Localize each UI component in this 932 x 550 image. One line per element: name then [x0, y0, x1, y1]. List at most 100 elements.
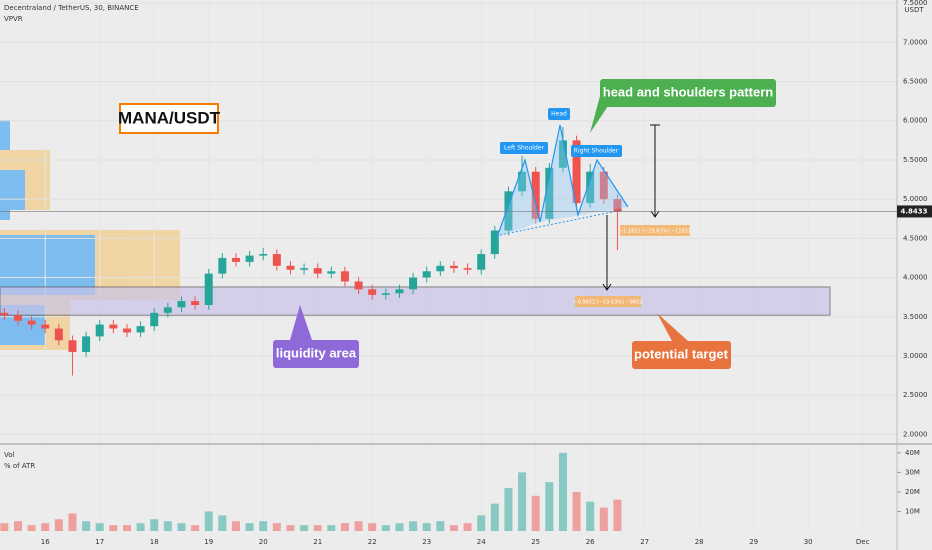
volume-bar [327, 525, 336, 531]
x-tick-label: 18 [150, 538, 159, 546]
candle-body [531, 171, 540, 219]
candle-body [259, 254, 268, 256]
candle-body [218, 257, 227, 274]
volume-bar [531, 495, 540, 531]
volume-bar [409, 521, 418, 531]
measure-label: −1.1651 (−19.63%) −11651 [619, 229, 691, 235]
liquidity-zone [0, 286, 831, 316]
volume-bar [449, 525, 458, 531]
candle-body [204, 273, 213, 306]
x-tick-label: 20 [259, 538, 268, 546]
candle-body [68, 340, 77, 353]
candle-body [177, 301, 186, 308]
last-price-label: 4.8433 [900, 207, 927, 215]
candle-body [82, 336, 91, 353]
volume-bar [354, 521, 363, 531]
candle-body [340, 271, 349, 282]
volume-bar [122, 525, 131, 531]
candle-body [327, 271, 336, 274]
candle-body [586, 171, 595, 204]
x-tick-label: 27 [640, 538, 649, 546]
y-tick-label: 7.0000 [903, 38, 928, 46]
volume-bar [27, 525, 36, 531]
candle-body [191, 301, 200, 306]
candle-body [122, 328, 131, 333]
candle-body [136, 326, 145, 333]
y-tick-label: 4.5000 [903, 234, 928, 242]
x-tick-label: 16 [41, 538, 50, 546]
pattern-drawing [496, 124, 660, 291]
x-tick-label: 23 [422, 538, 431, 546]
x-tick-label: 28 [695, 538, 704, 546]
symbol: Decentraland / TetherUS, 30, BINANCE [4, 4, 139, 12]
right-shoulder-label: Right Shoulder [574, 148, 619, 155]
volume-bar [82, 521, 91, 531]
candle-body [163, 307, 172, 313]
volume-bar [150, 519, 159, 531]
volume-bar [599, 507, 608, 531]
volume-bar [259, 521, 268, 531]
x-tick-label: Dec [856, 538, 870, 546]
y-tick-label: 4.0000 [903, 274, 928, 282]
x-tick-label: 17 [95, 538, 104, 546]
volume-bar [395, 523, 404, 531]
pair-label: MANA/USDT [118, 108, 221, 127]
x-tick-label: 30 [804, 538, 813, 546]
plot [0, 127, 622, 531]
volume-bar [490, 503, 499, 531]
candle-body [286, 265, 295, 270]
candle-body [436, 265, 445, 272]
volume-bar [13, 521, 22, 531]
x-tick-label: 22 [368, 538, 377, 546]
candle-body [313, 268, 322, 274]
candle-body [0, 312, 9, 316]
candle-body [504, 191, 513, 231]
left-shoulder-label: Left Shoulder [504, 145, 544, 152]
volume-bar [313, 525, 322, 531]
volume-bar [163, 521, 172, 531]
x-tick-label: 26 [586, 538, 595, 546]
candle-body [95, 324, 104, 337]
zone-group [0, 286, 831, 316]
volume-bar [518, 472, 527, 531]
x-tick-label: 25 [531, 538, 540, 546]
candle-body [449, 265, 458, 269]
volume-bar [436, 521, 445, 531]
candle-body [395, 289, 404, 294]
candle-body [368, 289, 377, 295]
volume-bar [272, 523, 281, 531]
volume-bar [558, 452, 567, 531]
last-price-group: 4.8433 [0, 205, 932, 218]
pattern-label: head and shoulders pattern [603, 84, 774, 99]
candle-body [354, 281, 363, 290]
volume-bar [463, 523, 472, 531]
candle-body [558, 140, 567, 168]
currency: USDT [904, 6, 924, 14]
volume-bar [586, 501, 595, 531]
volume-bar [286, 525, 295, 531]
candle-body [245, 255, 254, 262]
x-tick-label: 19 [204, 538, 213, 546]
y-tick-label: 2.5000 [903, 391, 928, 399]
volume-bar [477, 515, 486, 531]
candle-body [545, 167, 554, 219]
candle-body [272, 254, 281, 266]
volume-bar [368, 523, 377, 531]
candle-body [231, 257, 240, 262]
y-tick-label: 3.0000 [903, 352, 928, 360]
candle-body [41, 324, 50, 329]
y2-tick-label: 30M [905, 468, 920, 476]
volume-bar [136, 523, 145, 531]
candle-body [599, 171, 608, 200]
target-label: potential target [634, 346, 729, 361]
last-price-box [897, 205, 932, 218]
volume-bar [41, 523, 50, 531]
candle-body [381, 293, 390, 295]
x-tick-label: 24 [477, 538, 486, 546]
x-tick-label: 29 [749, 538, 758, 546]
candle-body [300, 268, 309, 270]
y-tick-label: 6.5000 [903, 78, 928, 86]
volume-bar [572, 491, 581, 531]
y-tick-label: 5.5000 [903, 156, 928, 164]
